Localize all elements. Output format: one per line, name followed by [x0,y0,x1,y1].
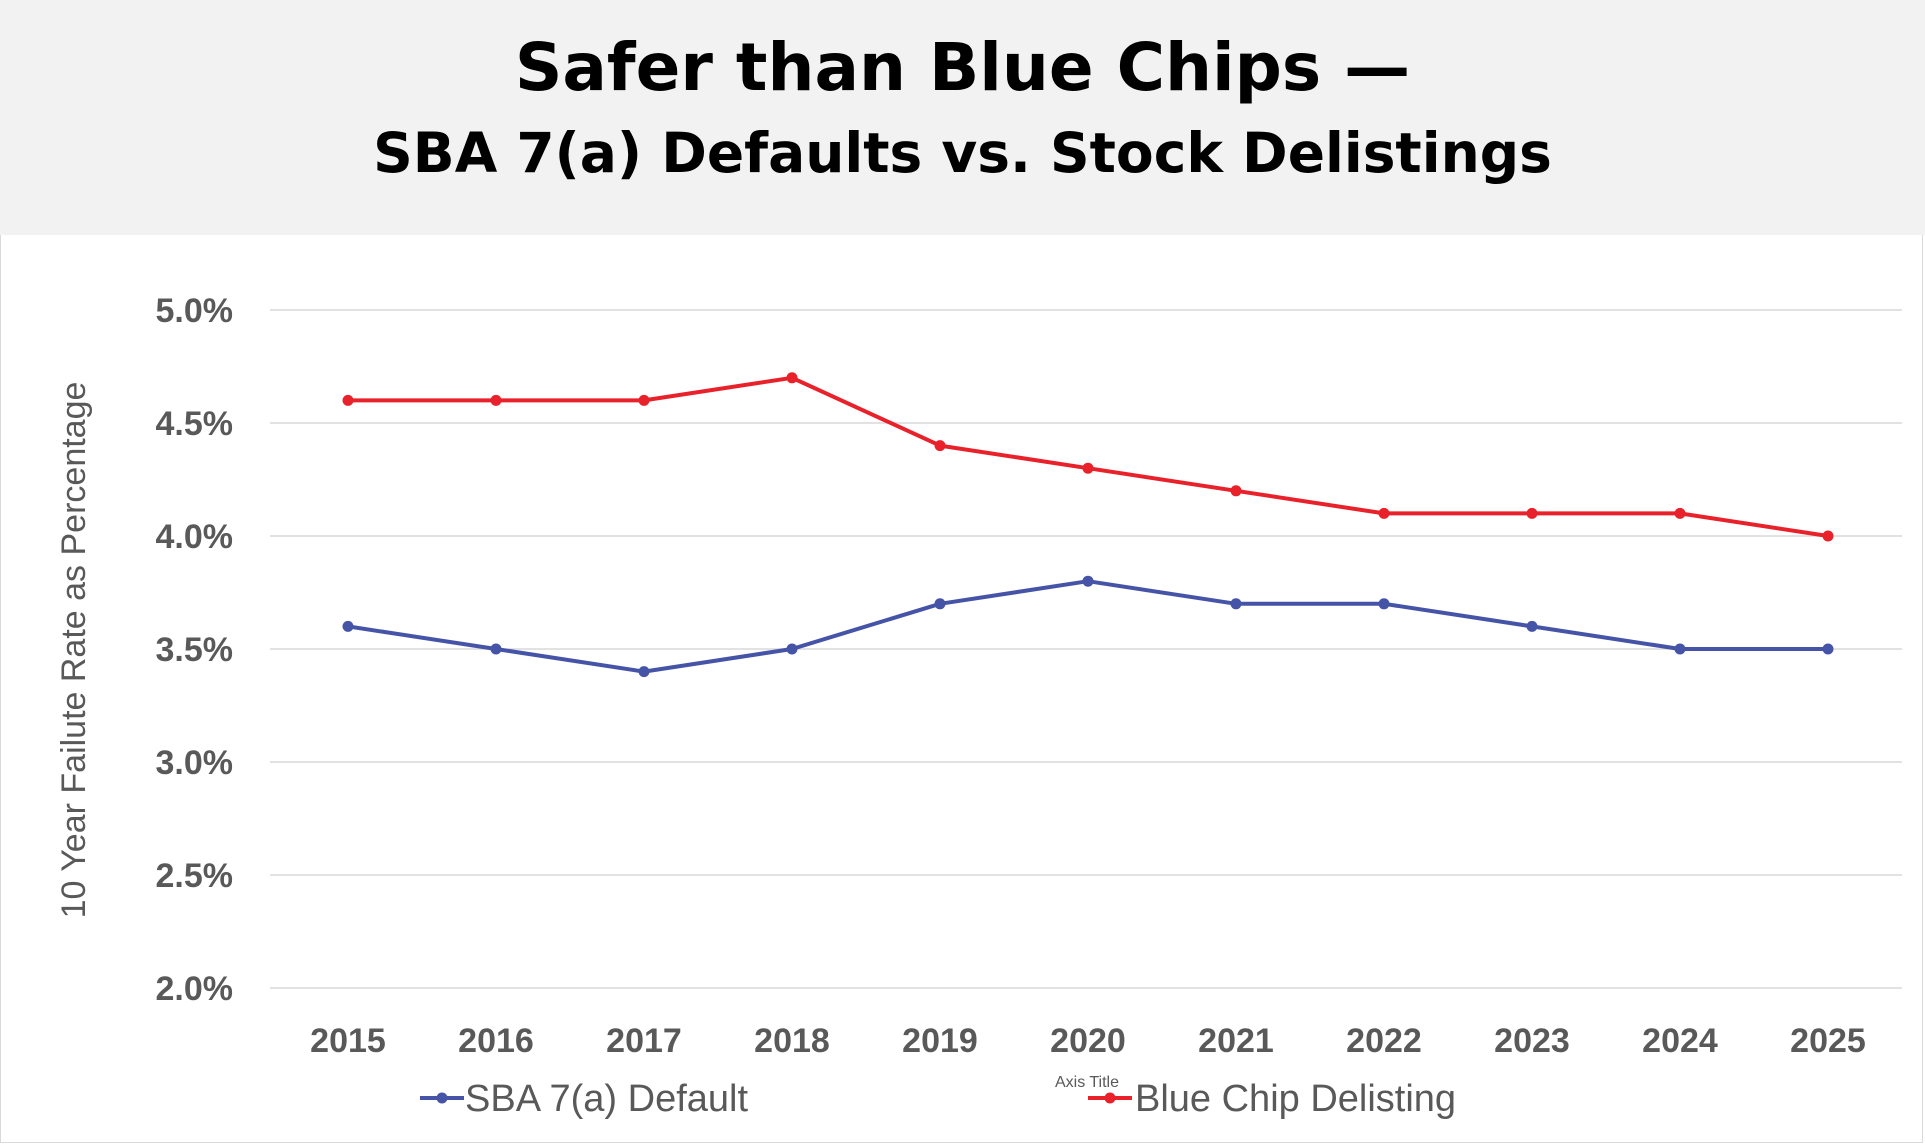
legend: SBA 7(a) Default Blue Chip Delisting [420,1078,1456,1120]
data-point [934,598,946,610]
x-tick-label: 2022 [1346,1022,1422,1060]
x-axis-ticks: 2015 2016 2017 2018 2019 2020 2021 2022 2023 2024… [310,1022,1866,1060]
data-point [1082,462,1094,474]
x-tick-label: 2019 [902,1022,978,1060]
legend-label: Blue Chip Delisting [1135,1078,1456,1120]
legend-item: SBA 7(a) Default [420,1078,748,1120]
data-point [1082,575,1094,587]
series-lines [342,372,1834,678]
chart-subtitle: SBA 7(a) Defaults vs. Stock Delistings [373,121,1552,185]
data-point [1526,620,1538,632]
x-tick-label: 2025 [1790,1022,1866,1060]
series-line [348,375,1829,538]
chart-frame [0,235,1923,1143]
y-tick-label: 5.0% [156,292,234,330]
data-point [342,620,354,632]
chart-title: Safer than Blue Chips — [514,29,1411,106]
data-point [342,394,354,406]
legend-swatch-marker [1104,1092,1116,1104]
y-axis-ticks: 2.0% 2.5% 3.0% 3.5% 4.0% 4.5% 5.0% [156,292,234,1008]
data-point [1674,507,1686,519]
x-tick-label: 2020 [1050,1022,1126,1060]
data-point [934,440,946,452]
x-tick-label: 2024 [1642,1022,1718,1060]
data-point [1822,643,1834,655]
x-tick-label: 2016 [458,1022,534,1060]
data-point [638,666,650,678]
data-point [1230,485,1242,497]
data-point [490,394,502,406]
y-tick-label: 2.0% [156,970,234,1008]
data-point [1378,598,1390,610]
data-point [786,643,798,655]
x-tick-label: 2017 [606,1022,682,1060]
data-point [638,394,650,406]
gridlines [270,309,1902,989]
legend-item: Blue Chip Delisting [1088,1078,1456,1120]
x-tick-label: 2023 [1494,1022,1570,1060]
x-tick-label: 2021 [1198,1022,1274,1060]
data-point [786,372,798,384]
data-point [1378,507,1390,519]
data-point [1526,507,1538,519]
data-point [1674,643,1686,655]
series-0 [342,575,1834,678]
series-1 [342,372,1834,542]
chart-header: Safer than Blue Chips — SBA 7(a) Default… [0,0,1925,235]
data-point [1822,530,1834,542]
y-axis-label: 10 Year Failute Rate as Percentage [55,382,93,919]
y-tick-label: 4.5% [156,405,234,443]
y-tick-label: 4.0% [156,518,234,556]
series-line [347,579,1828,674]
x-axis-label: Axis Title [1055,1074,1119,1091]
y-tick-label: 2.5% [156,857,234,895]
legend-label: SBA 7(a) Default [465,1078,748,1120]
y-tick-label: 3.5% [156,631,234,669]
x-tick-label: 2015 [310,1022,386,1060]
x-tick-label: 2018 [754,1022,830,1060]
y-tick-label: 3.0% [156,744,234,782]
data-point [1230,598,1242,610]
legend-swatch-marker [436,1092,448,1104]
data-point [490,643,502,655]
